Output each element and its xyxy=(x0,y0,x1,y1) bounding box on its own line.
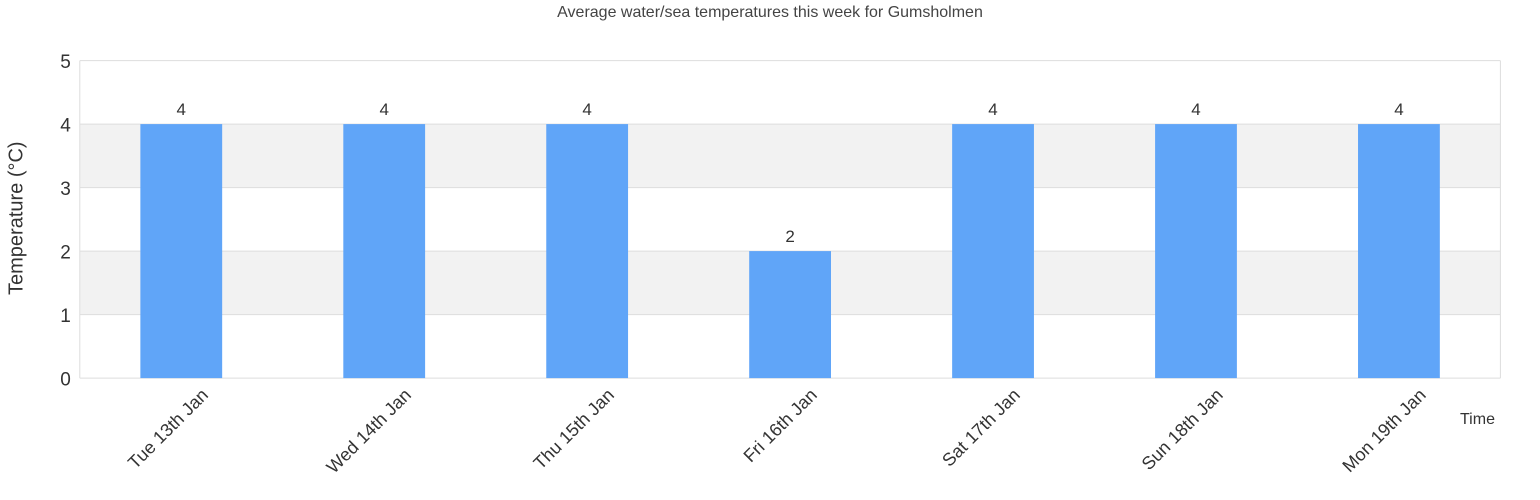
svg-text:Mon 19th Jan: Mon 19th Jan xyxy=(1338,385,1429,476)
svg-text:Time: Time xyxy=(1460,411,1495,428)
svg-text:4: 4 xyxy=(1191,100,1200,119)
svg-text:4: 4 xyxy=(988,100,997,119)
svg-text:4: 4 xyxy=(582,100,591,119)
svg-text:4: 4 xyxy=(60,116,71,137)
svg-text:1: 1 xyxy=(60,306,71,327)
svg-text:Tue 13th Jan: Tue 13th Jan xyxy=(124,385,212,473)
svg-text:4: 4 xyxy=(1394,100,1403,119)
svg-text:2: 2 xyxy=(785,227,794,246)
svg-text:Thu 15th Jan: Thu 15th Jan xyxy=(530,385,618,473)
svg-text:2: 2 xyxy=(60,243,71,264)
svg-text:Sat 17th Jan: Sat 17th Jan xyxy=(938,385,1024,471)
svg-text:Temperature (°C): Temperature (°C) xyxy=(5,141,27,295)
svg-text:5: 5 xyxy=(60,52,71,73)
svg-text:3: 3 xyxy=(60,179,71,200)
svg-text:Wed 14th Jan: Wed 14th Jan xyxy=(323,385,415,477)
svg-text:Sun 18th Jan: Sun 18th Jan xyxy=(1138,385,1227,474)
svg-text:0: 0 xyxy=(60,370,71,391)
svg-text:Fri 16th Jan: Fri 16th Jan xyxy=(740,385,821,466)
svg-text:4: 4 xyxy=(177,100,186,119)
svg-text:4: 4 xyxy=(379,100,388,119)
